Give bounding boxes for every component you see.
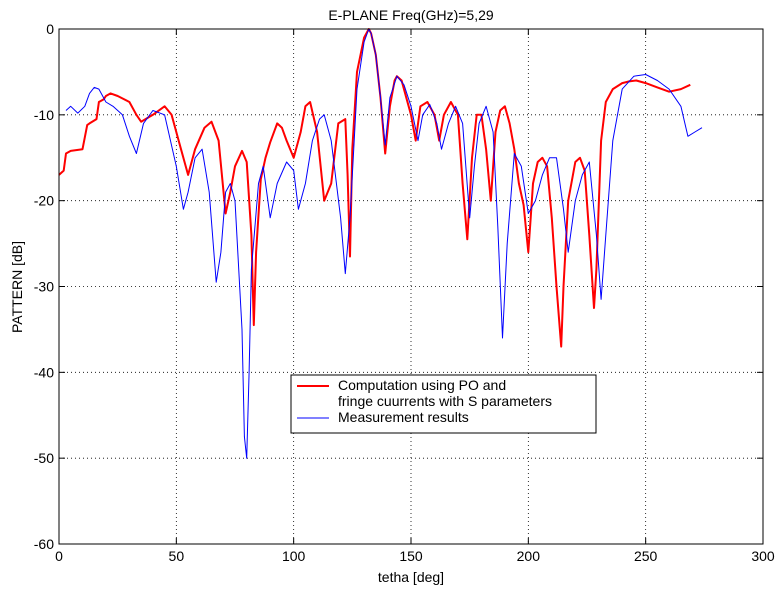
y-tick-label: -40: [34, 364, 54, 380]
y-tick-label: -20: [34, 193, 54, 209]
x-tick-label: 250: [634, 548, 658, 564]
y-tick-label: -30: [34, 279, 54, 295]
legend-box: [290, 374, 597, 434]
chart-title: E-PLANE Freq(GHz)=5,29: [328, 7, 494, 23]
x-tick-label: 150: [399, 548, 423, 564]
x-tick-label: 100: [282, 548, 306, 564]
y-tick-label: 0: [46, 21, 54, 37]
y-tick-label: -50: [34, 450, 54, 466]
x-axis-label: tetha [deg]: [378, 569, 444, 585]
series-layer: [58, 28, 703, 459]
x-tick-label: 300: [751, 548, 775, 564]
legend-entry-text: Measurement results: [338, 409, 469, 425]
y-tick-label: -10: [34, 107, 54, 123]
legend-entry-text: Computation using PO and: [338, 377, 506, 393]
tick-layer: 0 50 100 150 200 250 300 0 -10 -20 -30 -40 -50 -60: [34, 21, 775, 564]
series-line-measurement: [65, 28, 703, 459]
y-tick-label: -60: [34, 536, 54, 552]
x-tick-label: 200: [517, 548, 541, 564]
y-axis-label: PATTERN [dB]: [9, 241, 25, 333]
x-tick-label: 0: [55, 548, 63, 564]
x-tick-label: 50: [169, 548, 185, 564]
legend-entry-text: fringe cuurrents with S parameters: [338, 393, 552, 409]
